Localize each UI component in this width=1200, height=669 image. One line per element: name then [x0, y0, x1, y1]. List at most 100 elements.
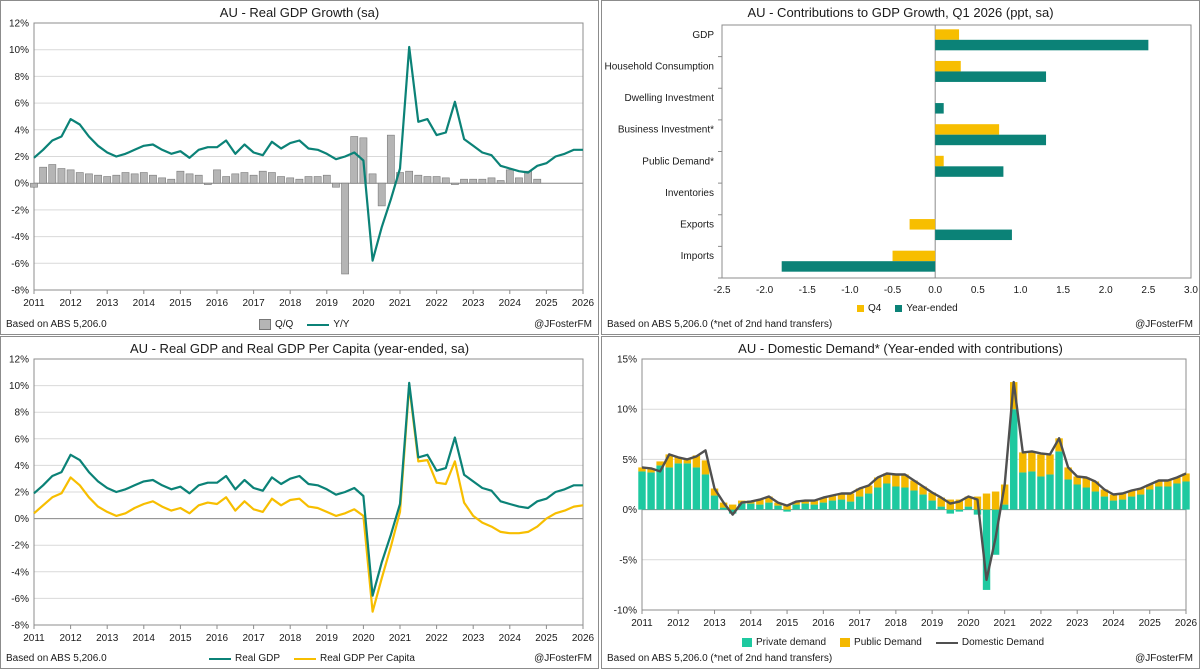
private-bar — [756, 504, 764, 510]
q4-bar — [935, 29, 960, 40]
qq-bar — [332, 182, 340, 188]
y-tick-label: 12% — [9, 355, 29, 366]
x-tick-label: 2017 — [242, 298, 265, 309]
qq-bar — [258, 170, 267, 184]
legend: Q/Q Y/Y — [259, 319, 349, 330]
public-bar — [1010, 382, 1018, 410]
year-ended-bar — [935, 103, 944, 114]
qq-bar — [94, 174, 102, 184]
qq-bar — [295, 178, 304, 184]
public-bar — [864, 485, 873, 494]
public-bar — [765, 496, 773, 503]
x-tick-label: 2023 — [1066, 618, 1089, 629]
private-bar — [1164, 486, 1172, 510]
x-tick-label: 2016 — [812, 618, 835, 629]
public-bar — [674, 457, 682, 464]
real-gdp-line — [33, 381, 583, 597]
y-tick-label: 2% — [15, 152, 30, 163]
y-tick-label: 15% — [617, 355, 637, 366]
year-ended-bar — [935, 134, 1047, 146]
chart-title: AU - Domestic Demand* (Year-ended with c… — [738, 341, 1063, 356]
x-tick-label: 2025 — [1139, 618, 1162, 629]
y-tick-label: -6% — [11, 259, 29, 270]
public-bar — [1155, 480, 1163, 487]
private-bar — [1046, 474, 1054, 510]
chart-title: AU - Real GDP and Real GDP Per Capita (y… — [129, 341, 470, 356]
private-bar — [728, 509, 737, 514]
private-bar — [765, 502, 773, 510]
qq-bar — [240, 172, 249, 184]
public-bar — [828, 495, 837, 501]
x-tick-label: 2019 — [921, 618, 944, 629]
private-bar — [647, 472, 655, 510]
x-tick-label: 2017 — [848, 618, 871, 629]
private-bar — [692, 467, 701, 510]
private-bar — [883, 483, 891, 510]
private-bar — [683, 463, 692, 510]
x-tick-label: 2023 — [462, 298, 485, 309]
panel-contributions: AU - Contributions to GDP Growth, Q1 202… — [601, 0, 1200, 335]
private-bar — [837, 499, 846, 510]
qq-bar — [341, 182, 349, 275]
public-bar — [955, 499, 964, 510]
public-bar — [837, 493, 846, 500]
public-bar — [1091, 481, 1100, 492]
legend-item-qq: Q/Q — [259, 319, 293, 330]
y-tick-label: -8% — [11, 621, 29, 632]
qq-bar — [66, 169, 75, 184]
public-bar — [774, 502, 782, 506]
qq-bar — [350, 136, 359, 184]
qq-bar — [176, 170, 185, 184]
x-tick-label: 2024 — [499, 633, 522, 644]
x-tick-label: 2012 — [667, 618, 690, 629]
qq-bar — [103, 176, 112, 184]
private-bar — [874, 487, 882, 510]
private-bar — [946, 509, 954, 514]
chart-title: AU - Real GDP Growth (sa) — [219, 5, 380, 20]
category-label: Dwelling Investment — [625, 93, 715, 104]
private-bar — [1136, 494, 1145, 510]
public-bar — [783, 504, 791, 510]
qq-bar — [30, 182, 38, 188]
year-ended-bar — [935, 39, 1149, 51]
private-bar — [1064, 479, 1072, 510]
x-tick-label: 2016 — [206, 298, 229, 309]
qq-bar — [386, 134, 395, 184]
x-tick-label: 2026 — [572, 298, 595, 309]
x-tick-label: 0.0 — [928, 285, 942, 296]
y-tick-label: 0% — [15, 514, 30, 525]
public-bar — [1146, 484, 1154, 490]
private-bar — [1000, 504, 1009, 510]
qq-bar — [487, 177, 496, 184]
y-tick-label: 4% — [15, 125, 30, 136]
private-bar — [982, 509, 991, 590]
x-tick-label: 2024 — [1102, 618, 1125, 629]
legend-item-yy: Y/Y — [307, 319, 349, 330]
category-label: GDP — [692, 30, 714, 41]
private-bar — [1146, 489, 1154, 510]
author-handle: @JFosterFM — [534, 653, 592, 664]
x-tick-label: 2020 — [957, 618, 980, 629]
private-bar — [710, 495, 719, 510]
public-bar — [982, 493, 991, 510]
x-tick-label: 2015 — [169, 298, 192, 309]
public-bar — [964, 496, 973, 507]
y-tick-label: 8% — [15, 408, 30, 419]
qq-bar — [249, 174, 258, 184]
private-bar — [1019, 472, 1027, 510]
public-bar — [1019, 452, 1027, 473]
x-tick-label: -1.5 — [799, 285, 817, 296]
x-tick-label: -1.0 — [841, 285, 859, 296]
private-bar — [910, 490, 918, 510]
public-bar — [792, 501, 800, 505]
qq-bar — [286, 177, 295, 184]
qq-bar — [185, 173, 194, 184]
public-bar — [810, 500, 818, 505]
chart-title: AU - Contributions to GDP Growth, Q1 202… — [747, 5, 1054, 20]
year-ended-bar — [781, 261, 936, 272]
private-bar — [783, 509, 791, 512]
public-bar — [756, 499, 764, 505]
public-bar — [910, 480, 918, 491]
qq-bar — [304, 176, 313, 184]
x-tick-label: 0.5 — [971, 285, 985, 296]
